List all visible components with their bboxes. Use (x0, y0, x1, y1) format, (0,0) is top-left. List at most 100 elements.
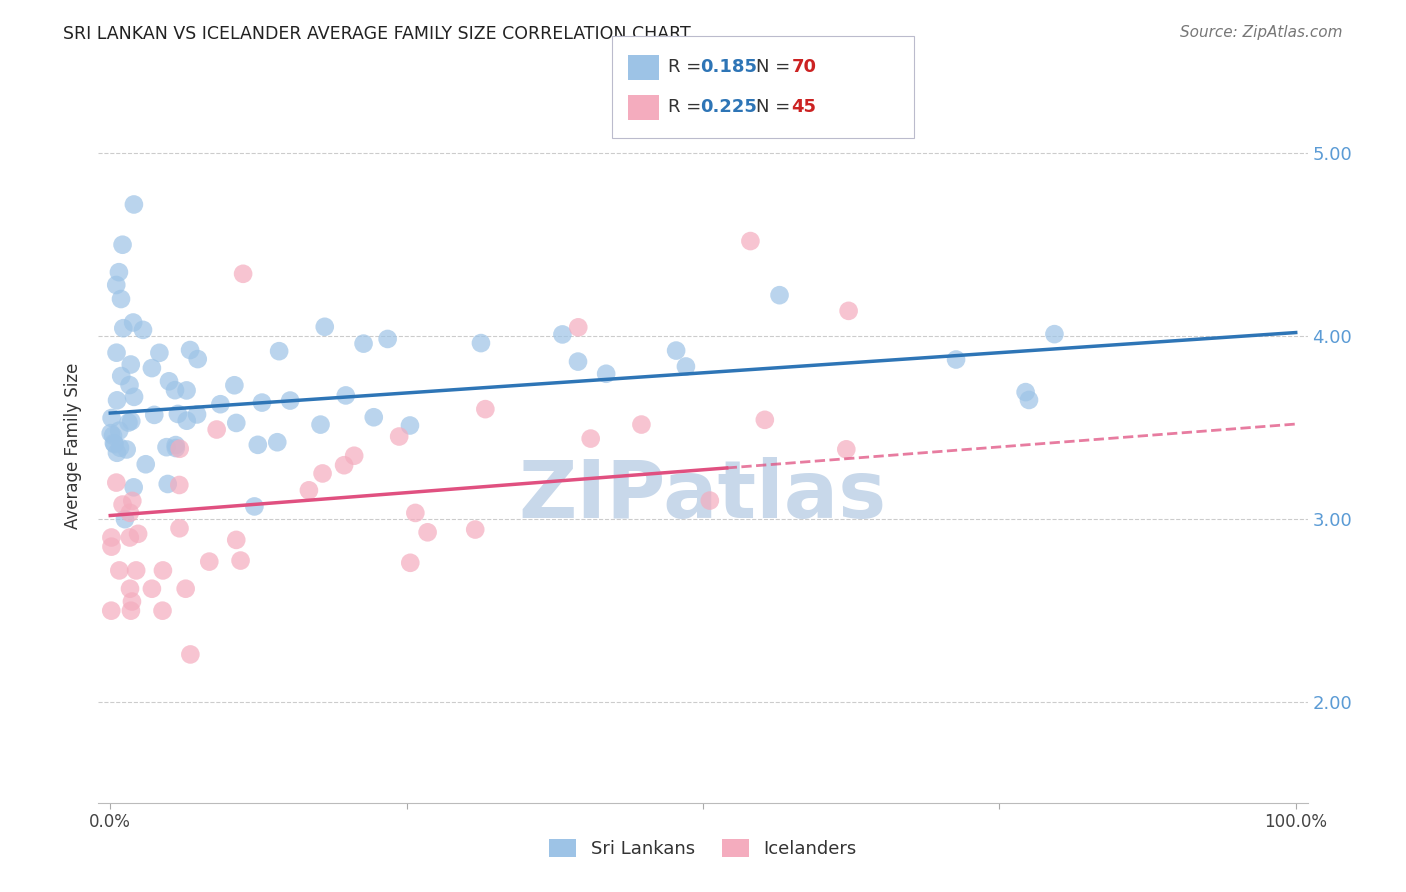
Point (135, 457, 157, 471)
Point (464, 523, 486, 537)
Point (224, 378, 246, 392)
Text: 70: 70 (792, 58, 817, 76)
Point (101, 428, 124, 442)
Point (108, 563, 131, 577)
Point (111, 498, 134, 512)
Point (567, 354, 589, 368)
Point (567, 320, 589, 334)
Point (100, 540, 122, 554)
Point (125, 563, 148, 577)
Point (399, 556, 422, 570)
Point (100, 531, 122, 545)
Point (122, 316, 145, 330)
Point (103, 437, 125, 451)
Text: SRI LANKAN VS ICELANDER AVERAGE FAMILY SIZE CORRELATION CHART: SRI LANKAN VS ICELANDER AVERAGE FAMILY S… (63, 25, 690, 43)
Point (675, 359, 697, 374)
Point (399, 418, 422, 433)
Point (148, 346, 170, 360)
Point (333, 458, 356, 473)
Point (105, 475, 128, 490)
Point (165, 438, 187, 452)
Point (108, 265, 131, 279)
Point (118, 582, 141, 596)
Point (169, 442, 191, 456)
Point (174, 582, 197, 596)
Point (388, 429, 411, 443)
Point (246, 438, 269, 452)
Point (243, 500, 266, 514)
Point (155, 440, 177, 454)
Point (298, 483, 321, 498)
Point (132, 323, 155, 337)
Point (118, 506, 141, 520)
Text: R =: R = (668, 98, 707, 116)
Point (127, 526, 149, 541)
Point (474, 402, 496, 417)
Point (176, 414, 198, 428)
Point (179, 648, 201, 662)
Point (225, 533, 247, 547)
Point (115, 442, 138, 457)
Point (141, 361, 163, 376)
Point (103, 436, 125, 450)
Point (416, 525, 439, 540)
Point (353, 336, 375, 351)
Point (225, 416, 247, 430)
Point (163, 383, 186, 397)
Point (740, 234, 762, 248)
Point (665, 343, 688, 358)
Point (141, 582, 163, 596)
Text: Source: ZipAtlas.com: Source: ZipAtlas.com (1180, 25, 1343, 40)
Point (630, 417, 652, 432)
Point (105, 393, 128, 408)
Point (105, 277, 128, 292)
Point (112, 321, 135, 335)
Point (120, 358, 142, 372)
Point (120, 414, 142, 428)
Point (232, 267, 254, 281)
Point (152, 604, 174, 618)
Point (121, 594, 143, 608)
Point (122, 390, 145, 404)
Point (1018, 392, 1040, 407)
Text: ZIPatlas: ZIPatlas (519, 457, 887, 535)
Point (111, 237, 134, 252)
Point (945, 352, 967, 367)
Point (117, 416, 139, 430)
Point (108, 424, 131, 438)
Point (470, 336, 492, 351)
Point (105, 446, 128, 460)
Point (122, 480, 145, 494)
Legend: Sri Lankans, Icelanders: Sri Lankans, Icelanders (543, 831, 863, 865)
Y-axis label: Average Family Size: Average Family Size (65, 363, 83, 529)
Point (118, 378, 141, 392)
Point (121, 494, 143, 508)
Point (157, 374, 180, 388)
Point (187, 352, 209, 367)
Point (595, 367, 617, 381)
Point (114, 512, 136, 526)
Point (363, 410, 385, 425)
Point (122, 197, 145, 211)
Point (229, 553, 252, 567)
Text: 0.185: 0.185 (700, 58, 758, 76)
Point (100, 604, 122, 618)
Point (754, 413, 776, 427)
Text: R =: R = (668, 58, 707, 76)
Point (551, 327, 574, 342)
Point (278, 393, 301, 408)
Point (835, 442, 858, 457)
Point (186, 408, 208, 422)
Text: 0.225: 0.225 (700, 98, 756, 116)
Point (250, 395, 273, 409)
Point (314, 319, 336, 334)
Point (1043, 327, 1066, 342)
Point (343, 449, 366, 463)
Point (205, 423, 228, 437)
Text: 45: 45 (792, 98, 817, 116)
Point (169, 478, 191, 492)
Point (108, 441, 131, 455)
Point (110, 292, 132, 306)
Point (110, 369, 132, 384)
Point (176, 384, 198, 398)
